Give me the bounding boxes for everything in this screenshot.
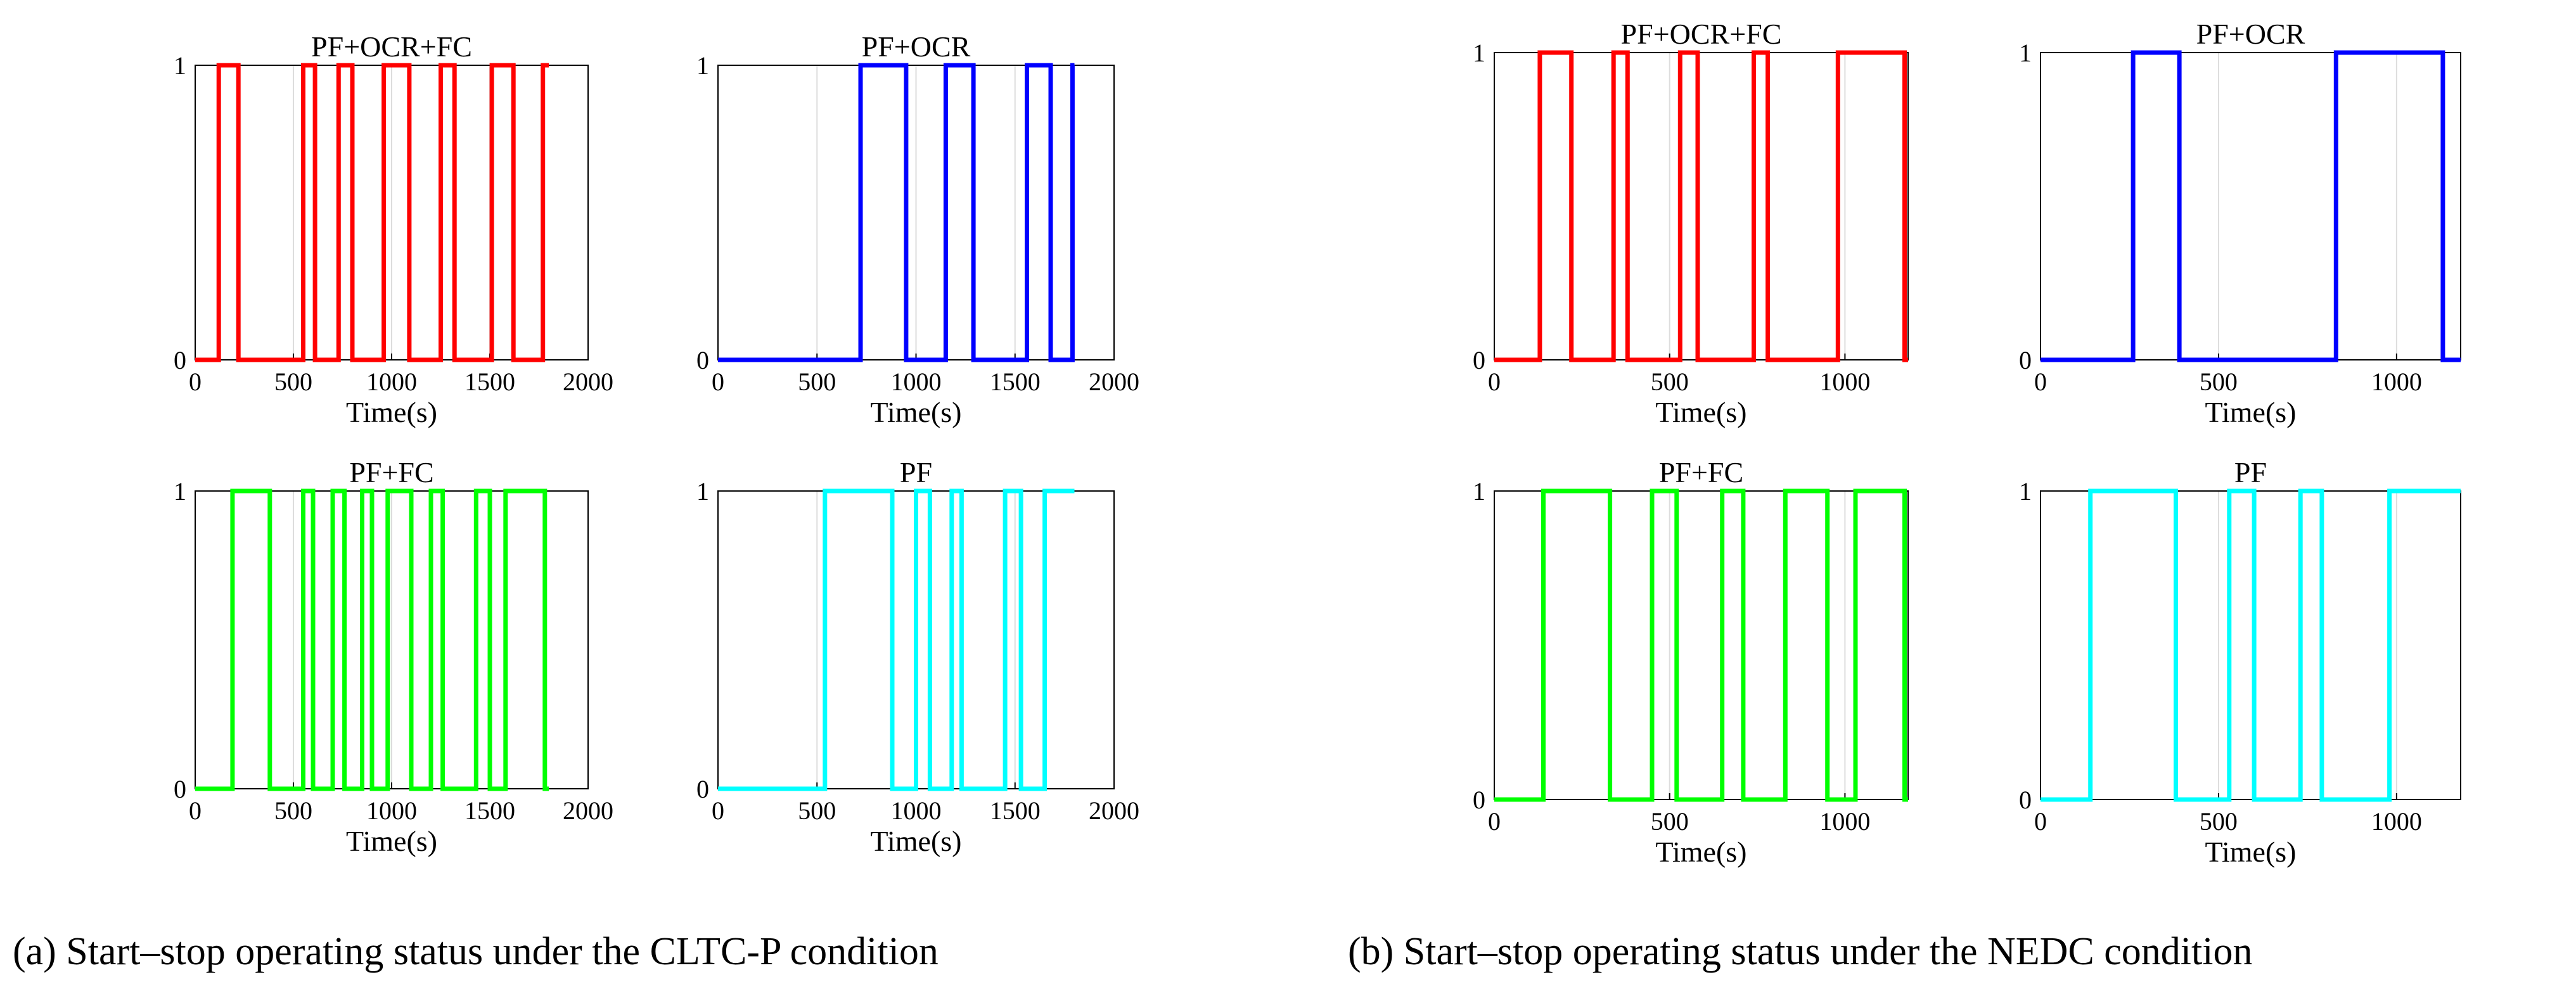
x-tick-label: 0 [1488, 367, 1501, 396]
x-tick-label: 1000 [1819, 807, 1870, 836]
y-tick-label: 0 [1473, 346, 1485, 374]
x-tick-label: 0 [712, 367, 724, 396]
x-axis-label: Time(s) [1656, 396, 1747, 428]
chart-panel-5: 0 500 1000 0 1 PF+OCR+FC Time(s) [1473, 18, 1909, 428]
series-line [1494, 488, 1908, 802]
chart-title: PF+OCR [2196, 18, 2305, 50]
x-axis-label: Time(s) [871, 396, 962, 428]
y-tick-label: 1 [2019, 477, 2032, 506]
x-tick-label: 0 [189, 367, 202, 396]
y-tick-label: 1 [2019, 39, 2032, 67]
x-axis-label: Time(s) [2205, 836, 2297, 868]
chart-panel-4: 0 500 1000 1500 2000 0 1 PF Time(s) [696, 456, 1139, 857]
chart-title: PF+OCR [862, 30, 971, 63]
x-tick-label: 0 [189, 796, 202, 825]
x-axis-label: Time(s) [871, 825, 962, 857]
caption-a: (a) Start–stop operating status under th… [13, 930, 939, 973]
x-axis-label: Time(s) [2205, 396, 2297, 428]
chart-panel-8: 0 500 1000 0 1 PF Time(s) [2019, 456, 2461, 868]
y-tick-label: 0 [696, 775, 709, 803]
chart-title: PF [900, 456, 932, 488]
x-tick-label: 0 [1488, 807, 1501, 836]
y-tick-label: 0 [696, 346, 709, 374]
y-tick-label: 1 [696, 51, 709, 80]
series-line [2041, 50, 2461, 362]
y-tick-label: 0 [2019, 346, 2032, 374]
x-tick-label: 500 [798, 796, 836, 825]
x-tick-label: 1000 [891, 367, 942, 396]
x-tick-label: 2000 [1089, 367, 1139, 396]
chart-title: PF+FC [1659, 456, 1743, 488]
chart-panel-7: 0 500 1000 0 1 PF+FC Time(s) [1473, 456, 1909, 868]
x-tick-label: 500 [1651, 807, 1689, 836]
x-tick-label: 500 [274, 367, 312, 396]
x-tick-label: 1000 [891, 796, 942, 825]
x-tick-label: 1500 [465, 796, 515, 825]
x-tick-label: 500 [274, 796, 312, 825]
x-tick-label: 0 [2034, 807, 2047, 836]
x-axis-label: Time(s) [346, 396, 437, 428]
series-line [718, 63, 1075, 362]
chart-panel-6: 0 500 1000 0 1 PF+OCR Time(s) [2019, 18, 2461, 428]
x-tick-label: 2000 [1089, 796, 1139, 825]
axes-box [2040, 490, 2461, 800]
x-axis-label: Time(s) [1656, 836, 1747, 868]
axes-box [1494, 490, 1909, 800]
chart-panel-3: 0 500 1000 1500 2000 0 1 PF+FC Time(s) [174, 456, 613, 857]
x-tick-label: 1000 [2371, 367, 2422, 396]
chart-title: PF+FC [349, 456, 433, 488]
axes-box [2040, 52, 2461, 360]
series-line [195, 63, 549, 362]
y-tick-label: 1 [1473, 39, 1485, 67]
x-tick-label: 1500 [990, 367, 1041, 396]
x-tick-label: 0 [712, 796, 724, 825]
x-tick-label: 1000 [366, 796, 417, 825]
chart-panel-2: 0 500 1000 1500 2000 0 1 PF+OCR Time(s) [696, 30, 1139, 428]
x-tick-label: 2000 [563, 796, 613, 825]
series-line [718, 488, 1075, 791]
x-tick-label: 1500 [990, 796, 1041, 825]
y-tick-label: 1 [174, 477, 186, 506]
chart-title: PF+OCR+FC [1621, 18, 1782, 50]
axes-box [1494, 52, 1909, 360]
chart-title: PF [2234, 456, 2267, 488]
y-tick-label: 0 [174, 346, 186, 374]
y-tick-label: 0 [2019, 786, 2032, 814]
x-tick-label: 500 [2200, 367, 2238, 396]
x-tick-label: 1500 [465, 367, 515, 396]
x-tick-label: 1000 [1819, 367, 1870, 396]
x-tick-label: 1000 [366, 367, 417, 396]
x-tick-label: 500 [798, 367, 836, 396]
x-tick-label: 500 [2200, 807, 2238, 836]
series-line [195, 488, 549, 791]
series-line [2041, 488, 2461, 802]
x-axis-label: Time(s) [346, 825, 437, 857]
x-tick-label: 2000 [563, 367, 613, 396]
x-tick-label: 500 [1651, 367, 1689, 396]
y-tick-label: 1 [174, 51, 186, 80]
y-tick-label: 0 [174, 775, 186, 803]
x-tick-label: 1000 [2371, 807, 2422, 836]
chart-panel-1: 0 500 1000 1500 2000 0 1 PF+OCR+FC Time(s) [174, 30, 613, 428]
y-tick-label: 1 [696, 477, 709, 506]
series-line [1494, 50, 1908, 362]
caption-b: (b) Start–stop operating status under th… [1348, 930, 2252, 973]
y-tick-label: 0 [1473, 786, 1485, 814]
chart-title: PF+OCR+FC [311, 30, 472, 63]
y-tick-label: 1 [1473, 477, 1485, 506]
x-tick-label: 0 [2034, 367, 2047, 396]
